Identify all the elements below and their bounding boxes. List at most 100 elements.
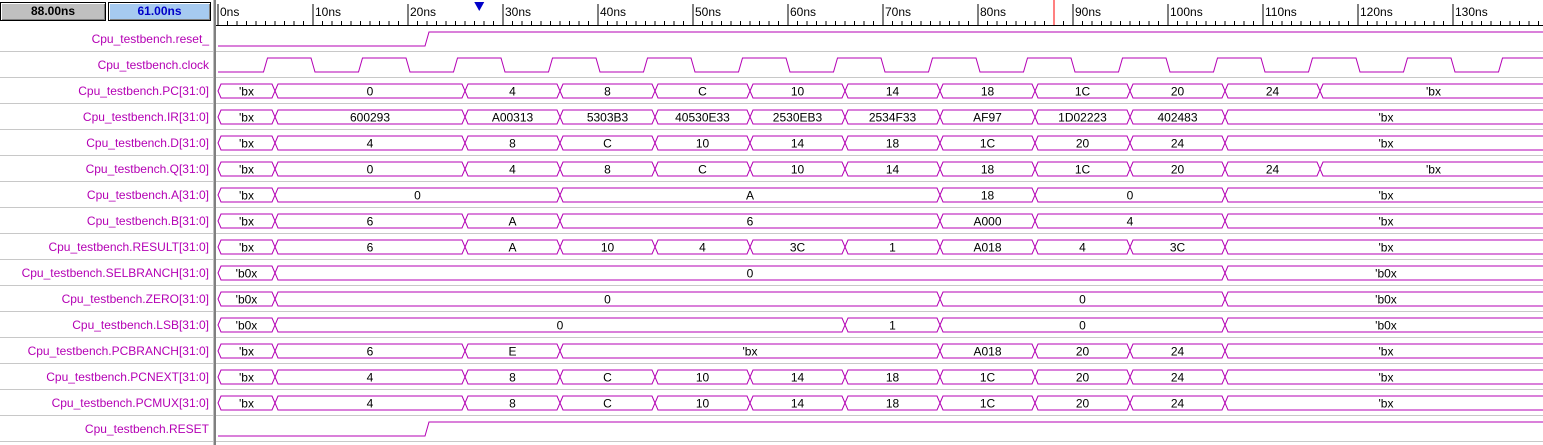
bus-segment	[1224, 109, 1543, 125]
ruler-label: 60ns	[790, 5, 816, 19]
bus-value: 'bx	[1379, 189, 1394, 203]
ruler-label: 50ns	[695, 5, 721, 19]
bus-value: 'b0x	[1375, 319, 1397, 333]
ruler-label: 10ns	[315, 5, 341, 19]
waveform-row: 'b0x 0 0 'b0x	[217, 291, 1543, 307]
waveform-row	[218, 421, 1543, 437]
bus-value: 18	[886, 137, 900, 151]
bus-value: 20	[1171, 85, 1185, 99]
bus-value: 14	[791, 371, 805, 385]
name-row-divider	[0, 415, 213, 416]
name-row-divider	[0, 259, 213, 260]
signal-name[interactable]: Cpu_testbench.RESULT[31:0]	[48, 240, 209, 254]
clock-trace	[218, 57, 1543, 73]
bit-trace	[218, 421, 1543, 437]
bus-value: 'bx	[239, 371, 254, 385]
bus-value: 8	[509, 397, 516, 411]
bus-segment	[1224, 135, 1543, 151]
signal-name[interactable]: Cpu_testbench.PCNEXT[31:0]	[46, 370, 209, 384]
bus-value: 1C	[980, 137, 996, 151]
bus-segment	[1224, 291, 1543, 307]
name-row-divider	[0, 233, 213, 234]
signal-name[interactable]: Cpu_testbench.D[31:0]	[86, 136, 209, 150]
bus-value: 0	[747, 267, 754, 281]
bus-value: C	[603, 371, 612, 385]
signal-name[interactable]: Cpu_testbench.IR[31:0]	[82, 110, 209, 124]
signal-name[interactable]: Cpu_testbench.reset_	[91, 32, 209, 46]
bus-value: 40530E33	[675, 111, 730, 125]
bus-segment	[1224, 239, 1543, 255]
bus-value: 4	[509, 85, 516, 99]
waveform-row: 'bx 4 8 C 10 14 18 1C 20 24 'bx	[217, 135, 1543, 151]
bus-value: 0	[1127, 189, 1134, 203]
bus-value: 2530EB3	[773, 111, 823, 125]
bus-value: 'b0x	[236, 293, 258, 307]
bus-value: 'bx	[239, 241, 254, 255]
ruler-label: 20ns	[410, 5, 436, 19]
bus-value: 'b0x	[236, 319, 258, 333]
signal-name[interactable]: Cpu_testbench.PCBRANCH[31:0]	[27, 344, 209, 358]
name-row-divider	[0, 285, 213, 286]
waveform-row: 'bx 4 8 C 10 14 18 1C 20 24 'bx	[217, 395, 1543, 411]
bus-value: 4	[367, 137, 374, 151]
bus-value: 'b0x	[236, 267, 258, 281]
waveform-row: 'b0x 0 1 0 'b0x	[217, 317, 1543, 333]
ruler-label: 40ns	[600, 5, 626, 19]
signal-name[interactable]: Cpu_testbench.B[31:0]	[86, 214, 209, 228]
ruler-label: 110ns	[1265, 5, 1297, 19]
bus-value: 4	[1127, 215, 1134, 229]
waveform-row: 'bx 6 A 10 4 3C 1 A018 4 3C 'bx	[217, 239, 1543, 255]
waveform-row: 'bx 600293 A00313 5303B3 40530E33 2530EB3 2534…	[217, 109, 1543, 125]
bus-value: 24	[1171, 137, 1185, 151]
waveform-panel[interactable]: 0ns 10ns 20ns 30ns 40ns 50ns 60ns 70ns 80ns 90ns 1…	[216, 0, 1543, 445]
marker-triangle-icon[interactable]	[474, 2, 485, 11]
bus-value: 'bx	[239, 111, 254, 125]
waveform-row: 'bx 0 A 18 0 'bx	[217, 187, 1543, 203]
bus-value: 1D02223	[1058, 111, 1107, 125]
bus-value: 4	[699, 241, 706, 255]
waveform-row: 'bx 0 4 8 C 10 14 18 1C 20 24 'bx	[217, 83, 1543, 99]
bus-value: 8	[509, 371, 516, 385]
bus-value: 'bx	[239, 85, 254, 99]
signal-name[interactable]: Cpu_testbench.clock	[97, 58, 209, 72]
bus-value: C	[603, 397, 612, 411]
bus-value: 1C	[980, 371, 996, 385]
bus-segment	[1224, 317, 1543, 333]
signal-name[interactable]: Cpu_testbench.A[31:0]	[86, 188, 209, 202]
bus-value: 'bx	[1426, 163, 1441, 177]
bus-value: 6	[367, 241, 374, 255]
bus-value: 6	[747, 215, 754, 229]
bus-value: 14	[791, 137, 805, 151]
waveform-row	[218, 57, 1543, 73]
ruler-label: 90ns	[1075, 5, 1101, 19]
signal-name[interactable]: Cpu_testbench.LSB[31:0]	[72, 318, 209, 332]
bus-value: 20	[1076, 371, 1090, 385]
name-row-divider	[0, 51, 213, 52]
bus-value: 10	[791, 163, 805, 177]
bus-value: 5303B3	[587, 111, 629, 125]
bus-value: 'bx	[1379, 137, 1394, 151]
marker-time-readout[interactable]: 61.00ns	[108, 2, 211, 21]
bus-value: 24	[1171, 345, 1185, 359]
signal-name[interactable]: Cpu_testbench.ZERO[31:0]	[61, 292, 209, 306]
signal-name[interactable]: Cpu_testbench.RESET	[84, 422, 209, 436]
bus-segment	[1224, 395, 1543, 411]
cursor-time-readout[interactable]: 88.00ns	[0, 2, 106, 21]
signal-name[interactable]: Cpu_testbench.PCMUX[31:0]	[51, 396, 209, 410]
bus-value: 0	[1079, 293, 1086, 307]
bus-value: 18	[981, 189, 995, 203]
bus-value: 4	[509, 163, 516, 177]
bus-value: 0	[557, 319, 564, 333]
signal-name[interactable]: Cpu_testbench.Q[31:0]	[85, 162, 209, 176]
signal-name[interactable]: Cpu_testbench.PC[31:0]	[78, 84, 209, 98]
bus-segment	[1224, 187, 1543, 203]
ruler-label: 130ns	[1455, 5, 1488, 19]
bus-value: 'bx	[239, 163, 254, 177]
bus-value: 1	[889, 319, 896, 333]
name-row-divider	[0, 311, 213, 312]
bus-value: 24	[1266, 163, 1280, 177]
panel-splitter[interactable]	[213, 0, 216, 445]
signal-name[interactable]: Cpu_testbench.SELBRANCH[31:0]	[21, 266, 209, 280]
ruler-label: 120ns	[1360, 5, 1393, 19]
ruler-label: 70ns	[885, 5, 911, 19]
